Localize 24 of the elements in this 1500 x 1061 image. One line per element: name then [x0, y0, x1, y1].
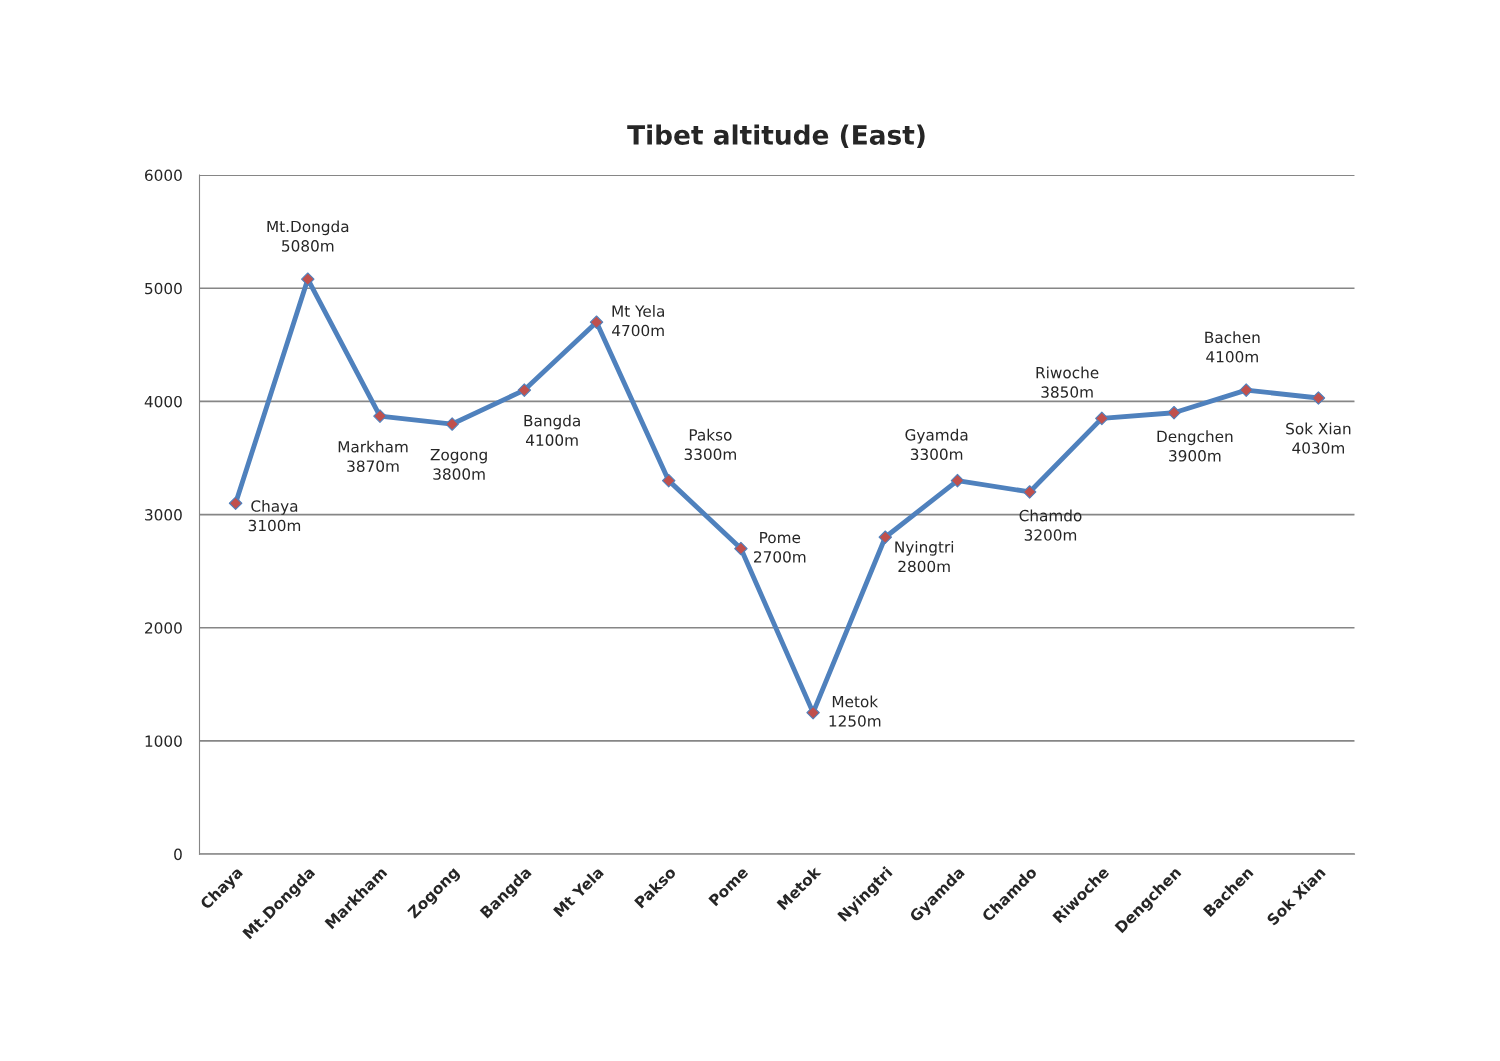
y-tick-label: 2000 — [145, 622, 182, 634]
data-label: Mt.Dongda 5080m — [267, 220, 349, 252]
data-label: Chamdo 3200m — [1019, 509, 1082, 541]
data-label: Nyingtri 2800m — [895, 540, 954, 573]
data-label: Metok 1250m — [829, 695, 881, 727]
y-tick-label: 5000 — [145, 282, 182, 295]
data-label: Pome 2700m — [754, 531, 806, 563]
data-label: Markham 3870m — [338, 440, 408, 472]
data-label: Riwoche 3850m — [1036, 366, 1099, 398]
y-tick-label: 1000 — [145, 735, 182, 747]
data-label: Zogong 3800m — [430, 449, 487, 480]
data-label: Pakso 3300m — [684, 428, 736, 461]
data-label: Dengchen 3900m — [1157, 430, 1233, 462]
chart-title: Tibet altitude (East) — [627, 124, 925, 148]
data-label: Gyamda 3300m — [905, 428, 968, 461]
y-tick-label: 0 — [174, 848, 182, 861]
data-label: Sok Xian 4030m — [1286, 422, 1351, 454]
data-label: Bangda 4100m — [524, 414, 580, 446]
data-label: Mt Yela 4700m — [612, 305, 664, 337]
y-tick-label: 3000 — [145, 509, 182, 521]
y-tick-label: 4000 — [144, 395, 182, 408]
data-label: Bachen 4100m — [1205, 331, 1260, 363]
data-label: Chaya 3100m — [248, 500, 301, 532]
y-tick-label: 6000 — [145, 169, 182, 182]
